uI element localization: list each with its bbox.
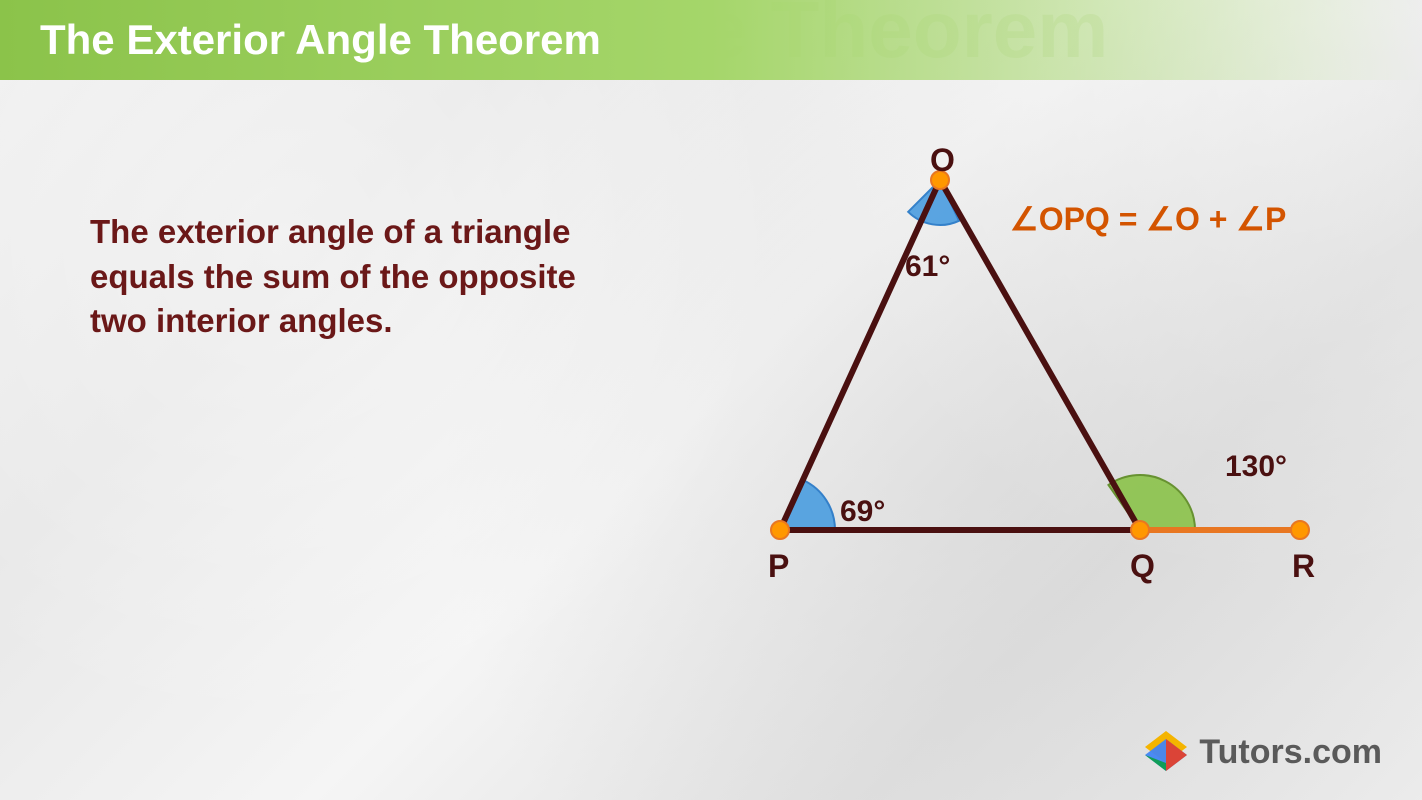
vertex-label-Q: Q [1130, 548, 1155, 585]
vertex-label-O: O [930, 142, 955, 179]
equation-text: ∠OPQ = ∠O + ∠P [1010, 200, 1286, 238]
logo-icon [1143, 729, 1189, 775]
footer-brand: Tutors.com [1199, 733, 1382, 772]
angle-label-P: 69° [840, 495, 885, 529]
vertex-label-P: P [768, 548, 789, 585]
header-bar: The Exterior Angle Theorem [0, 0, 1422, 80]
vertex-label-R: R [1292, 548, 1315, 585]
triangle-diagram: ∠OPQ = ∠O + ∠P O P Q R 61° 69° 130° [700, 140, 1380, 600]
footer-logo: Tutors.com [1143, 729, 1382, 775]
angle-label-O: 61° [905, 250, 950, 284]
angle-label-Q: 130° [1225, 450, 1287, 484]
header-title: The Exterior Angle Theorem [40, 16, 601, 64]
theorem-text: The exterior angle of a triangle equals … [90, 210, 610, 344]
